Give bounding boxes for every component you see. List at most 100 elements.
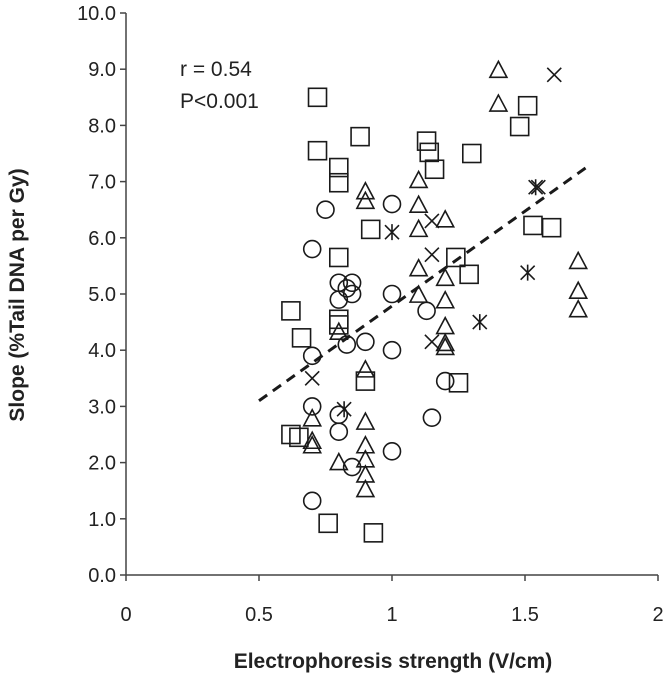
square-point xyxy=(461,143,482,164)
square-point xyxy=(416,131,437,151)
asterisk-point xyxy=(528,179,544,196)
square-point xyxy=(424,159,445,180)
x-point xyxy=(424,334,440,350)
x-point xyxy=(546,67,562,83)
triangle-point xyxy=(355,478,376,498)
y-tick-label: 3.0 xyxy=(88,396,116,418)
square-point xyxy=(448,372,469,393)
square-point xyxy=(328,309,349,330)
y-ticks: 0.0 1.0 2.0 3.0 4.0 5.0 6.0 7.0 8.0 9.0 10.0 xyxy=(77,3,126,587)
circle-point xyxy=(422,408,442,427)
triangle-point xyxy=(488,59,509,79)
triangle-point xyxy=(355,435,376,454)
square-point xyxy=(523,215,543,236)
y-tick-label: 1.0 xyxy=(88,509,116,531)
data-points xyxy=(281,59,589,543)
triangle-point xyxy=(435,209,456,228)
y-tick-label: 0.0 xyxy=(88,565,116,587)
circle-point xyxy=(382,284,402,304)
square-point xyxy=(328,157,349,178)
square-point xyxy=(281,301,301,321)
square-point xyxy=(419,142,440,163)
circle-point xyxy=(342,273,362,293)
square-point xyxy=(328,247,349,268)
square-point xyxy=(446,247,466,268)
circle-point xyxy=(302,491,322,511)
triangle-point xyxy=(408,258,429,277)
x-tick-label: 0 xyxy=(120,604,131,626)
circle-point xyxy=(356,332,375,352)
triangle-point xyxy=(435,332,456,352)
square-point xyxy=(541,217,562,238)
x-tick-label: 1 xyxy=(386,604,397,626)
triangle-point xyxy=(568,250,589,270)
y-tick-label: 5.0 xyxy=(88,284,116,306)
triangle-point xyxy=(355,359,376,378)
triangle-point xyxy=(328,321,349,341)
square-point xyxy=(350,126,370,147)
x-point xyxy=(424,213,440,229)
square-point xyxy=(281,424,301,445)
y-axis-title: Slope (%Tail DNA per Gy) xyxy=(6,168,29,421)
y-tick-label: 6.0 xyxy=(88,228,116,250)
circle-point xyxy=(382,194,402,214)
x-tick-label: 0.5 xyxy=(245,604,273,626)
circle-point xyxy=(302,346,322,366)
triangle-point xyxy=(408,169,429,189)
circle-point xyxy=(382,340,402,360)
circle-point xyxy=(417,301,436,321)
triangle-point xyxy=(568,280,589,299)
triangle-point xyxy=(435,336,456,356)
triangle-point xyxy=(435,290,456,309)
triangle-point xyxy=(435,315,456,335)
asterisk-point xyxy=(336,401,352,418)
x-tick-label: 2 xyxy=(652,604,663,626)
y-tick-label: 10.0 xyxy=(77,3,116,25)
square-point xyxy=(328,172,349,193)
square-point xyxy=(307,87,328,108)
square-point xyxy=(318,513,338,534)
y-tick-label: 8.0 xyxy=(88,115,116,137)
circle-point xyxy=(316,200,335,219)
square-point xyxy=(459,264,479,285)
asterisk-point xyxy=(384,224,400,241)
triangle-point xyxy=(568,299,589,318)
circle-point xyxy=(302,239,322,259)
circle-point xyxy=(337,279,357,298)
y-tick-label: 4.0 xyxy=(88,340,116,362)
triangle-point xyxy=(302,435,323,454)
y-tick-label: 7.0 xyxy=(88,172,116,194)
x-ticks: 0 0.5 1 1.5 2 xyxy=(120,575,664,626)
y-tick-label: 2.0 xyxy=(88,453,116,475)
circle-point xyxy=(329,422,349,441)
triangle-point xyxy=(488,93,509,112)
square-point xyxy=(289,427,309,448)
square-point xyxy=(355,371,376,391)
x-axis-title: Electrophoresis strength (V/cm) xyxy=(234,650,553,673)
triangle-point xyxy=(328,451,349,471)
circle-point xyxy=(382,442,402,461)
circle-point xyxy=(435,371,455,391)
triangle-point xyxy=(408,218,429,238)
triangle-point xyxy=(302,430,323,450)
r-annotation: r = 0.54 xyxy=(180,58,252,81)
triangle-point xyxy=(302,408,323,427)
triangle-point xyxy=(355,181,376,200)
y-tick-label: 9.0 xyxy=(88,59,116,81)
triangle-point xyxy=(408,194,429,214)
asterisk-point xyxy=(472,314,488,331)
triangle-point xyxy=(435,267,456,287)
x-tick-label: 1.5 xyxy=(511,604,539,626)
asterisk-point xyxy=(520,264,536,281)
square-point xyxy=(307,140,328,161)
square-point xyxy=(509,116,530,137)
circle-point xyxy=(302,397,322,416)
triangle-point xyxy=(355,411,376,430)
triangle-point xyxy=(408,284,429,303)
circle-point xyxy=(342,457,362,477)
square-point xyxy=(328,315,349,335)
p-annotation: P<0.001 xyxy=(180,90,259,113)
x-point xyxy=(304,370,320,386)
square-point xyxy=(291,328,312,348)
